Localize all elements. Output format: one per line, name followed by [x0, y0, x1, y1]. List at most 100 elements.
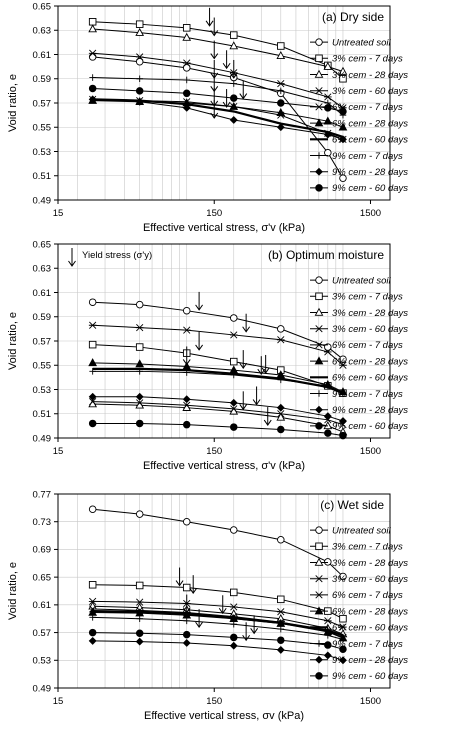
data-point	[88, 340, 97, 349]
series-line	[92, 403, 344, 433]
data-point	[276, 645, 285, 654]
data-point	[339, 135, 347, 144]
legend-label: 3% cem - 7 days	[332, 54, 403, 65]
data-point	[339, 656, 347, 665]
legend-marker	[315, 405, 323, 414]
data-point	[182, 32, 192, 41]
x-tick-label: 150	[206, 446, 222, 457]
data-point	[89, 614, 96, 621]
data-point	[182, 583, 191, 592]
data-point	[88, 18, 97, 26]
legend-label: 6% cem - 60 days	[332, 135, 408, 146]
y-tick-label: 0.53	[33, 385, 52, 396]
chart-grid	[58, 5, 391, 201]
series-line	[92, 28, 344, 72]
data-point	[182, 306, 191, 315]
legend-marker	[314, 307, 324, 316]
data-point	[230, 94, 238, 102]
legend-label: 3% cem - 60 days	[332, 324, 408, 335]
yield-arrow	[182, 346, 191, 366]
yield-arrow	[263, 407, 272, 426]
legend-marker	[314, 118, 324, 127]
data-point	[339, 636, 347, 643]
data-point	[230, 80, 238, 87]
x-axis-label: Effective vertical stress, σ'v (kPa)	[143, 460, 305, 472]
yield-stress-label: Yield stress (σ'y)	[82, 250, 152, 261]
yield-arrow-group	[68, 248, 272, 426]
legend-marker	[315, 640, 323, 647]
data-point	[88, 53, 97, 61]
data-point	[323, 651, 332, 660]
data-point	[276, 403, 285, 412]
data-point	[339, 572, 347, 581]
y-tick-label: 0.59	[33, 312, 52, 323]
data-point	[230, 588, 238, 597]
legend-marker	[315, 542, 323, 551]
data-point	[324, 148, 332, 157]
data-point	[323, 412, 332, 421]
data-point	[276, 107, 286, 116]
data-point	[324, 617, 332, 625]
data-point	[338, 66, 348, 75]
data-point	[339, 389, 347, 397]
y-tick-label: 0.69	[33, 545, 52, 556]
yield-arrow	[242, 313, 251, 333]
data-point	[229, 331, 238, 339]
data-point	[277, 535, 285, 544]
legend-label: 3% cem - 28 days	[332, 70, 408, 81]
legend-label: 6% cem - 28 days	[332, 606, 408, 617]
legend-label: Untreated soil	[332, 37, 392, 48]
yield-arrow	[182, 594, 191, 614]
series-line	[92, 609, 344, 637]
legend-label: 6% cem - 60 days	[332, 373, 408, 384]
yield-arrow	[210, 99, 219, 119]
data-point	[88, 636, 97, 645]
data-point	[323, 130, 332, 139]
y-tick-label: 0.63	[33, 26, 52, 37]
data-point	[229, 41, 239, 50]
legend-marker	[315, 167, 323, 176]
data-point	[88, 49, 97, 57]
data-point	[136, 615, 143, 623]
y-tick-label: 0.57	[33, 336, 52, 347]
data-point	[183, 617, 191, 625]
x-tick-label: 1500	[360, 446, 381, 457]
y-tick-label: 0.53	[33, 656, 52, 667]
data-point	[277, 410, 285, 418]
data-point	[135, 53, 144, 61]
chart-panel-dry-side: 0.49 0.51 0.53 0.55 0.57 0.59 0.61 0.63 0.65 15 15…	[7, 1, 408, 234]
yield-arrow-group	[175, 567, 259, 642]
data-point	[88, 628, 97, 637]
data-point	[135, 58, 144, 66]
data-point	[88, 505, 97, 513]
legend-label: 9% cem - 60 days	[332, 421, 408, 432]
data-point	[230, 357, 238, 366]
legend-marker	[315, 38, 323, 46]
data-point	[182, 639, 191, 647]
data-point	[182, 517, 191, 526]
chart-title: (b) Optimum moisture	[268, 248, 384, 262]
series-line	[92, 324, 344, 366]
yield-arrow-legend	[68, 248, 76, 267]
data-point	[135, 581, 144, 590]
data-point	[339, 431, 347, 440]
data-point	[339, 645, 347, 653]
legend-label: 9% cem - 28 days	[332, 655, 408, 666]
data-point	[276, 123, 285, 132]
x-tick-label: 1500	[360, 208, 381, 219]
data-point	[339, 355, 347, 363]
data-point	[136, 368, 143, 375]
data-point	[88, 392, 97, 401]
yield-arrow	[195, 331, 204, 351]
legend-marker	[314, 356, 324, 365]
data-point	[230, 633, 238, 642]
chart-series-group	[88, 298, 348, 440]
data-point	[135, 629, 144, 638]
data-point	[229, 101, 239, 110]
x-tick-label: 15	[53, 446, 64, 457]
data-point	[277, 595, 285, 604]
data-point	[135, 343, 144, 351]
y-tick-label: 0.61	[33, 50, 52, 61]
legend-marker	[315, 422, 323, 430]
